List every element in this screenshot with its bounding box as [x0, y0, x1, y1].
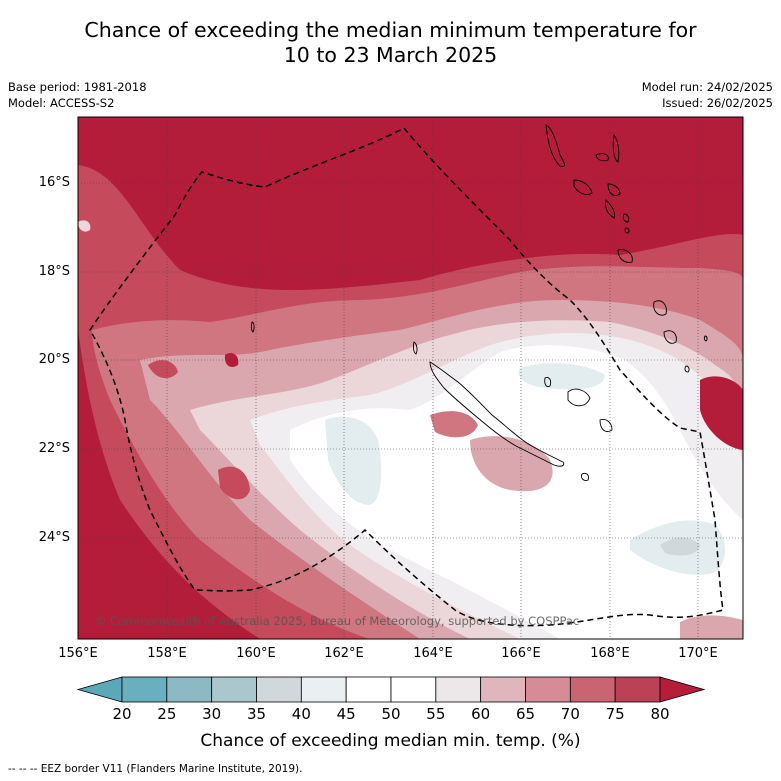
matthew-hunter-b	[663, 330, 677, 344]
vanuatu-espiritu	[545, 124, 566, 167]
colorbar-bin-75	[614, 676, 661, 703]
contour-field	[78, 117, 743, 639]
meta-right: Model run: 24/02/2025 Issued: 26/02/2025	[642, 79, 773, 111]
colorbar-tick-55: 55	[426, 705, 446, 723]
colorbar-bin-25	[166, 676, 213, 703]
vanuatu-erromango	[617, 249, 633, 263]
lon-label-170e: 170°E	[678, 646, 718, 661]
lon-label-156e: 156°E	[58, 646, 98, 661]
contour-70-spot-a	[430, 411, 478, 438]
lat-label-24s: 24°S	[38, 530, 70, 545]
colorbar-extend-high	[659, 676, 706, 703]
colorbar-bin-30	[211, 676, 257, 703]
belep	[412, 341, 418, 355]
colorbar-bin-70	[569, 676, 616, 703]
lon-label-160e: 160°E	[236, 646, 276, 661]
colorbar-bin-60	[480, 676, 526, 703]
colorbar-bin-65	[525, 676, 571, 703]
lon-label-164e: 164°E	[413, 646, 453, 661]
colorbar	[76, 676, 706, 703]
contour-40-b	[518, 363, 605, 390]
lon-label-158e: 158°E	[147, 646, 187, 661]
lon-label-166e: 166°E	[501, 646, 541, 661]
lon-label-162e: 162°E	[324, 646, 364, 661]
colorbar-title: Chance of exceeding median min. temp. (%…	[200, 731, 581, 751]
map-title: Chance of exceeding the median minimum t…	[0, 18, 781, 68]
contour-60-spot-g	[680, 615, 743, 639]
colorbar-tick-50: 50	[381, 705, 401, 723]
contour-75-west	[78, 180, 111, 300]
contour-35-c	[660, 537, 700, 556]
lat-label-18s: 18°S	[38, 264, 70, 279]
copyright-notice: © Commonwealth of Australia 2025, Bureau…	[95, 614, 580, 628]
vanuatu-small-1	[624, 227, 630, 234]
colorbar-bin-55	[435, 676, 482, 703]
new-caledonia-coast	[429, 361, 565, 467]
colorbar-tick-80: 80	[650, 705, 670, 723]
contour-65-spot-b	[470, 436, 553, 492]
vanuatu-ambrym	[595, 153, 609, 162]
colorbar-bin-45	[345, 676, 392, 703]
matthew-hunter-a	[653, 300, 667, 316]
contour-50	[290, 345, 743, 639]
small-islet-a	[684, 365, 690, 373]
contour-40-a	[325, 416, 382, 505]
colorbar-bin-40	[300, 676, 347, 703]
issued-date: Issued: 26/02/2025	[662, 96, 773, 110]
lat-label-20s: 20°S	[38, 352, 70, 367]
coastlines	[250, 124, 708, 481]
map-frame	[77, 116, 744, 640]
contour-75-spot-c	[148, 360, 178, 379]
title-line-2: 10 to 23 March 2025	[283, 43, 498, 67]
model-run: Model run: 24/02/2025	[641, 80, 773, 94]
contour-60-spot-h	[78, 220, 91, 232]
colorbar-tick-20: 20	[112, 705, 132, 723]
eez-footnote: -- -- -- EEZ border V11 (Flanders Marine…	[8, 763, 303, 775]
contour-80-spot-e	[700, 376, 743, 450]
colorbar-tick-70: 70	[560, 705, 580, 723]
vanuatu-malekula	[573, 179, 593, 196]
lat-label-22s: 22°S	[38, 441, 70, 456]
colorbar-tick-35: 35	[246, 705, 267, 723]
colorbar-bin-35	[256, 676, 302, 703]
colorbar-tick-45: 45	[336, 705, 356, 723]
lon-label-168e: 168°E	[590, 646, 630, 661]
vanuatu-tanna	[622, 213, 630, 223]
colorbar-tick-25: 25	[157, 705, 177, 723]
colorbar-bin-50	[390, 676, 437, 703]
vanuatu-epi	[605, 199, 615, 219]
loyalty-ouvea	[544, 377, 552, 387]
colorbar-tick-40: 40	[291, 705, 311, 723]
contour-75-spot-f	[218, 466, 250, 500]
isle-of-pines	[581, 472, 589, 481]
base-period: Base period: 1981-2018	[8, 80, 147, 94]
title-line-1: Chance of exceeding the median minimum t…	[84, 18, 697, 42]
small-islet-b	[703, 335, 708, 342]
colorbar-tick-30: 30	[202, 705, 222, 723]
loyalty-lifou	[567, 388, 591, 407]
colorbar-extend-low	[76, 676, 123, 703]
chesterfield	[250, 321, 255, 333]
vanuatu-pentecost	[612, 133, 620, 163]
meta-left: Base period: 1981-2018 Model: ACCESS-S2	[8, 79, 147, 111]
model-name: Model: ACCESS-S2	[8, 96, 115, 110]
colorbar-tick-60: 60	[471, 705, 491, 723]
vanuatu-efate	[607, 183, 621, 196]
eez-border	[89, 127, 724, 627]
loyalty-mare	[599, 419, 613, 432]
lat-label-16s: 16°S	[38, 175, 70, 190]
colorbar-bin-20	[121, 676, 168, 703]
colorbar-tick-65: 65	[515, 705, 536, 723]
colorbar-tick-75: 75	[605, 705, 625, 723]
